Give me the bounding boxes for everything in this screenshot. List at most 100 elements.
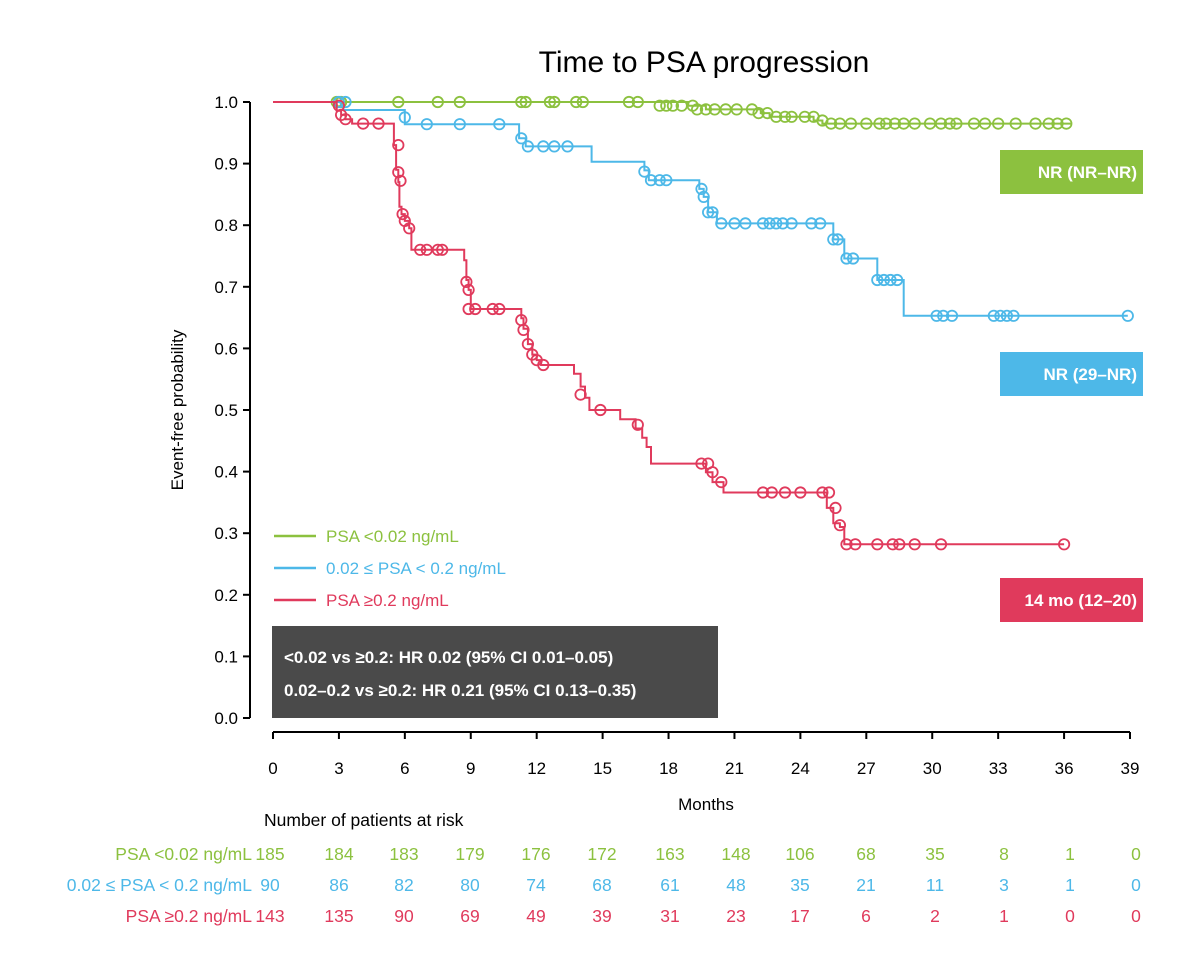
risk-count: 8 (999, 844, 1009, 864)
censor-mark (631, 418, 644, 431)
risk-count: 86 (329, 875, 348, 895)
censor-mark (697, 190, 710, 203)
risk-count: 1 (1065, 875, 1075, 895)
censor-mark (1007, 309, 1020, 322)
risk-count: 90 (260, 875, 280, 895)
risk-row-label: PSA <0.02 ng/mL (115, 844, 252, 864)
risk-count: 185 (255, 844, 284, 864)
censor-mark (339, 113, 352, 126)
risk-row-psa-0-02-ng-ml: PSA <0.02 ng/mL 185 184 183 179 176 172 163 148 1… (115, 844, 1141, 864)
median-badge: NR (NR–NR) (1000, 150, 1143, 194)
censor-mark (816, 486, 829, 499)
censor-mark (460, 275, 473, 288)
censor-mark (594, 403, 607, 417)
series-psa-0-2-ng-ml (273, 99, 1071, 551)
median-badge-bg (1000, 150, 1143, 194)
x-tick-label: 24 (791, 759, 810, 778)
censor-mark (1051, 117, 1064, 130)
censor-mark (945, 309, 959, 322)
median-badge-label: NR (29–NR) (1043, 365, 1137, 384)
x-tick-label: 21 (725, 759, 744, 778)
censor-mark (660, 174, 673, 187)
risk-count: 49 (526, 906, 545, 926)
censor-mark (739, 217, 752, 230)
censor-mark (763, 217, 776, 230)
x-tick-label: 3 (334, 759, 343, 778)
censor-mark (829, 501, 842, 514)
censor-mark (844, 117, 858, 130)
risk-count: 31 (660, 906, 679, 926)
survival-curve (273, 101, 1065, 546)
hazard-ratio-box-bg (272, 626, 718, 718)
legend: PSA <0.02 ng/mL 0.02 ≤ PSA < 0.2 ng/mL PSA… (274, 527, 506, 610)
censor-mark (398, 111, 411, 124)
censor-mark (937, 309, 950, 322)
risk-count: 35 (925, 844, 944, 864)
median-badge: NR (29–NR) (1000, 352, 1143, 396)
censor-mark (978, 117, 992, 130)
censor-mark (356, 117, 370, 130)
legend-item: PSA ≥0.2 ng/mL (274, 591, 449, 610)
censor-mark (715, 475, 728, 489)
legend-label: PSA <0.02 ng/mL (326, 527, 459, 546)
censor-mark (431, 95, 444, 109)
censor-mark (814, 217, 827, 230)
censor-mark (660, 99, 673, 112)
censor-mark (765, 486, 778, 499)
median-badges: NR (NR–NR) NR (29–NR) 14 mo (12–20) (1000, 150, 1143, 622)
censor-mark (469, 302, 482, 316)
censor-mark (776, 217, 789, 230)
censor-mark (392, 166, 405, 179)
censor-mark (493, 118, 506, 131)
censor-mark (798, 110, 811, 123)
censor-mark (1121, 309, 1134, 322)
risk-count: 1 (999, 906, 1009, 926)
censor-mark (638, 165, 651, 178)
censor-mark (394, 174, 407, 187)
censor-mark (752, 107, 765, 120)
censor-mark (339, 95, 352, 109)
censor-mark (701, 206, 715, 219)
censor-mark (893, 538, 906, 551)
risk-count: 74 (526, 875, 546, 895)
risk-count: 61 (660, 875, 679, 895)
censor-mark (778, 486, 792, 499)
censor-mark (785, 217, 798, 230)
censor-mark (493, 302, 506, 316)
hazard-ratio-line-1: <0.02 vs ≥0.2: HR 0.02 (95% CI 0.01–0.05… (284, 648, 613, 667)
risk-count: 17 (790, 906, 809, 926)
censor-mark (372, 117, 385, 130)
hazard-ratio-box: <0.02 vs ≥0.2: HR 0.02 (95% CI 0.01–0.05… (272, 626, 718, 718)
x-tick-label: 33 (989, 759, 1008, 778)
censor-mark (653, 99, 666, 112)
censor-mark (846, 252, 860, 265)
censor-mark (666, 99, 680, 112)
risk-count: 6 (861, 906, 871, 926)
censor-mark (653, 174, 666, 187)
censor-mark (833, 519, 847, 532)
censor-mark (770, 217, 783, 230)
risk-count: 35 (790, 875, 809, 895)
censor-mark (414, 243, 427, 256)
risk-count: 135 (324, 906, 353, 926)
risk-count: 21 (856, 875, 875, 895)
censor-mark (730, 103, 743, 116)
y-tick-label: 0.8 (214, 216, 238, 235)
legend-label: PSA ≥0.2 ng/mL (326, 591, 449, 610)
axes: 0.00.10.20.30.40.50.60.70.80.91.00 3 6 9 12 1… (214, 93, 1139, 778)
censor-mark (537, 358, 550, 372)
y-tick-label: 0.4 (214, 463, 238, 482)
x-tick-label: 6 (400, 759, 409, 778)
y-tick-label: 0.0 (214, 709, 238, 728)
censor-mark (849, 538, 862, 551)
censor-mark (561, 140, 574, 153)
risk-count: 82 (394, 875, 413, 895)
risk-count: 172 (587, 844, 616, 864)
legend-item: PSA <0.02 ng/mL (274, 527, 459, 546)
risk-count: 69 (460, 906, 479, 926)
risk-count: 3 (999, 875, 1009, 895)
median-badge: 14 mo (12–20) (1000, 578, 1143, 622)
censor-mark (622, 95, 636, 109)
censor-mark (690, 103, 704, 116)
